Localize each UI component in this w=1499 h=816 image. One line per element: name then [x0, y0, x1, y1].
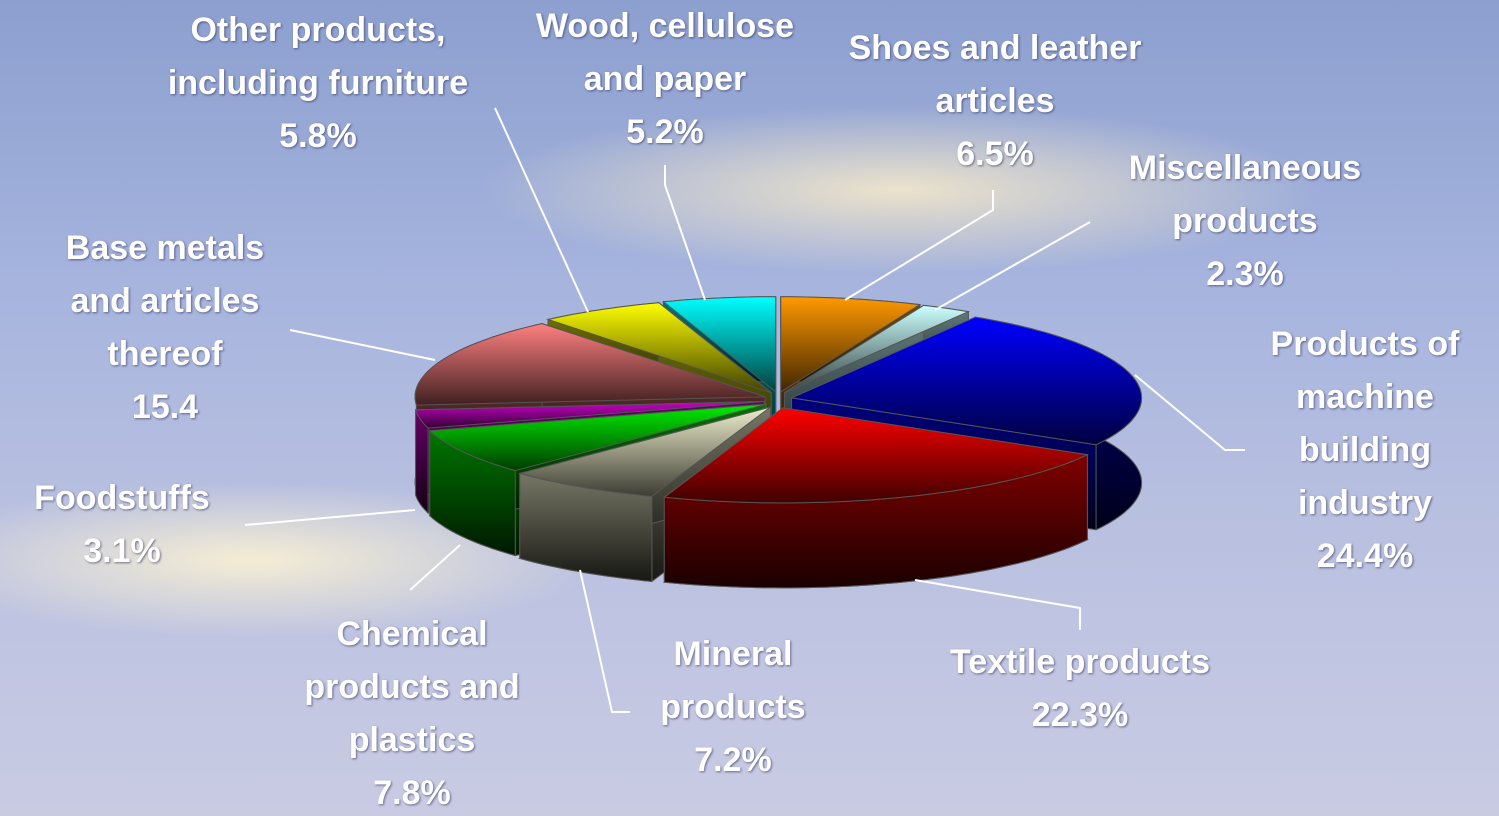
slice-label: Base metals and articles thereof 15.4: [40, 222, 290, 434]
slice: [414, 323, 766, 406]
label-name: Textile products: [949, 643, 1211, 681]
label-name: Foodstuffs: [34, 479, 210, 517]
slice: [517, 406, 771, 497]
label-value: 3.1%: [83, 532, 161, 570]
slice: [662, 296, 777, 393]
label-value: 5.8%: [279, 117, 357, 155]
leader-line: [844, 190, 994, 301]
leader-line: [914, 579, 1081, 630]
slice-label: Mineral products 7.2%: [628, 628, 838, 787]
leader-line: [244, 509, 416, 526]
slice-label: Chemical products and plastics 7.8%: [277, 608, 547, 816]
label-value: 5.2%: [626, 113, 704, 151]
leader-line: [409, 544, 461, 591]
label-name: Chemical products and plastics: [304, 615, 520, 759]
slice-label: Shoes and leather articles 6.5%: [845, 22, 1145, 181]
slice: [789, 316, 1143, 446]
slice: [780, 296, 922, 393]
leader-line: [664, 165, 706, 301]
pie: [414, 296, 1143, 589]
label-value: 7.8%: [373, 774, 451, 812]
label-value: 22.3%: [1031, 696, 1129, 734]
slice: [546, 302, 772, 394]
label-value: 7.2%: [694, 741, 772, 779]
label-value: 2.3%: [1206, 255, 1284, 293]
leader-line: [494, 107, 589, 313]
leader-lines: [244, 107, 1245, 713]
leader-line: [579, 569, 630, 713]
label-name: Mineral products: [660, 635, 806, 726]
label-name: Other products, including furniture: [167, 11, 469, 102]
leader-line: [289, 329, 436, 361]
slice: [784, 304, 971, 394]
label-name: Products of machine building industry: [1270, 325, 1460, 522]
slice-label: Products of machine building industry 24.…: [1240, 318, 1490, 583]
slice-label: Miscellaneous products 2.3%: [1095, 142, 1395, 301]
label-value: 6.5%: [956, 135, 1034, 173]
label-name: Miscellaneous products: [1128, 149, 1362, 240]
slice-label: Wood, cellulose and paper 5.2%: [505, 0, 825, 159]
label-name: Wood, cellulose and paper: [535, 7, 795, 98]
label-name: Base metals and articles thereof: [65, 229, 265, 373]
slice: [428, 403, 767, 472]
slice-label: Other products, including furniture 5.8%: [153, 4, 483, 163]
leader-line: [1134, 374, 1245, 451]
slice-label: Foodstuffs 3.1%: [7, 472, 237, 578]
leader-line: [934, 221, 1091, 311]
label-name: Shoes and leather articles: [848, 29, 1142, 120]
label-value: 15.4: [131, 388, 199, 426]
slice: [662, 407, 1090, 504]
slice-label: Textile products 22.3%: [910, 636, 1250, 742]
slice: [414, 401, 765, 429]
label-value: 24.4%: [1316, 537, 1414, 575]
